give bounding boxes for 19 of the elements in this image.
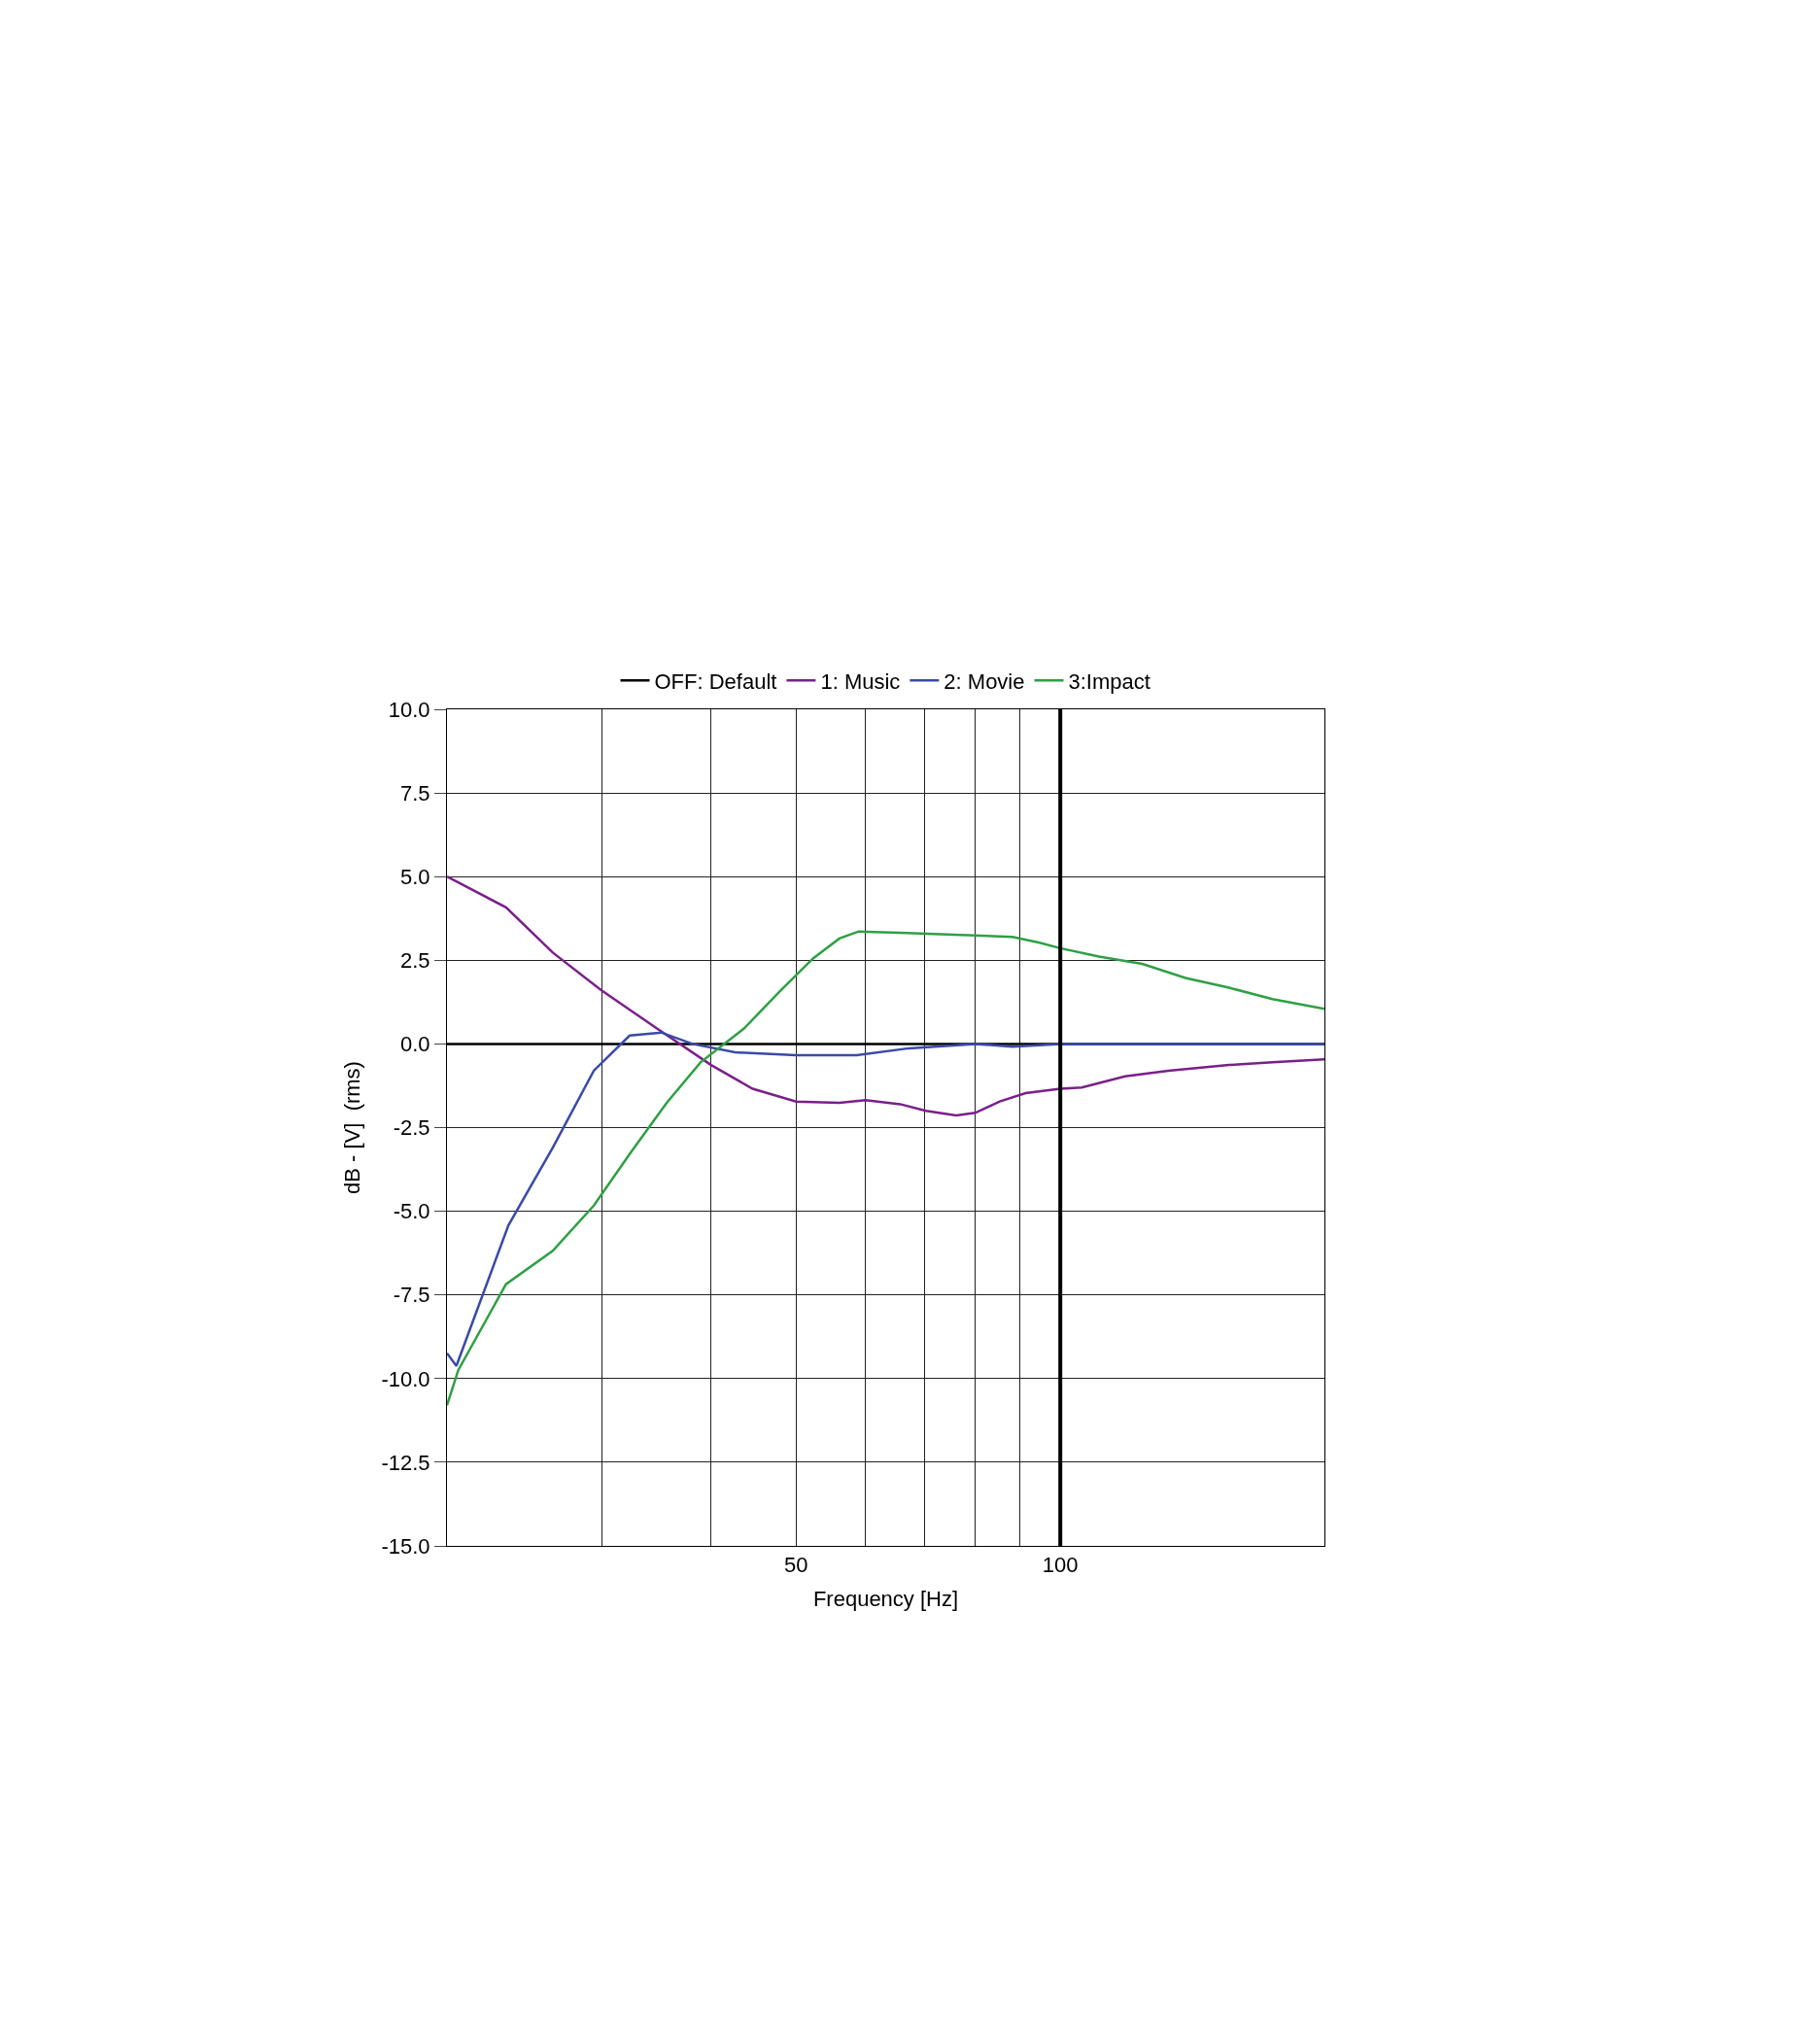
- x-tick-label: 50: [784, 1553, 808, 1578]
- legend-label: OFF: Default: [654, 668, 777, 694]
- y-tick-label: 2.5: [400, 948, 430, 973]
- y-tick-label: 10.0: [388, 697, 430, 722]
- legend-label: 1: Music: [820, 668, 901, 694]
- legend-label: 3:Impact: [1068, 668, 1150, 694]
- y-tick-label: 0.0: [400, 1032, 430, 1057]
- y-tick-label: -7.5: [393, 1283, 430, 1308]
- x-tick-label: 100: [1042, 1553, 1079, 1578]
- y-tick-label: 5.0: [400, 864, 430, 889]
- y-tick-label: -5.0: [393, 1199, 430, 1224]
- y-tick-label: -15.0: [381, 1533, 430, 1559]
- y-axis-title: dB - [V] (rms): [340, 1061, 365, 1194]
- y-tick-label: -10.0: [381, 1366, 430, 1391]
- y-tick-label: -12.5: [381, 1450, 430, 1475]
- x-axis-title: Frequency [Hz]: [812, 1587, 959, 1612]
- legend-label: 2: Movie: [944, 668, 1025, 694]
- y-tick-label: 7.5: [400, 780, 430, 805]
- y-tick-label: -2.5: [393, 1115, 430, 1141]
